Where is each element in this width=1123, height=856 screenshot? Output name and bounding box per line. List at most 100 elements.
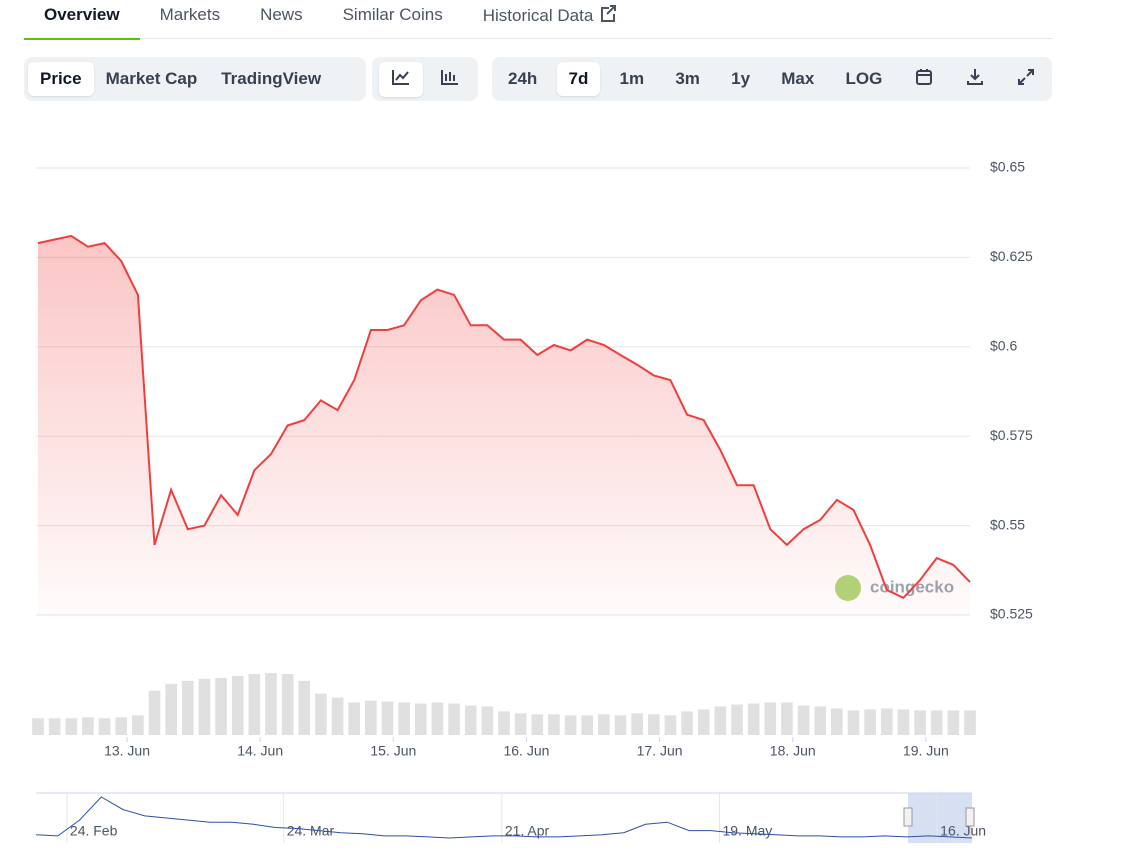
- line-icon: [391, 69, 409, 85]
- navigator-tick-label: 19. May: [722, 823, 772, 839]
- range-button[interactable]: 24h: [508, 69, 538, 88]
- volume-bar: [115, 717, 128, 735]
- volume-bar: [631, 713, 643, 735]
- volume-bar: [298, 680, 311, 735]
- volume-bar: [781, 702, 793, 735]
- tab[interactable]: Similar Coins: [342, 5, 443, 24]
- navigator-tick-label: 24. Feb: [70, 823, 118, 839]
- volume-bar: [614, 715, 627, 735]
- tab[interactable]: Overview: [24, 0, 140, 40]
- volume-bar: [48, 718, 61, 735]
- volume-bar: [431, 702, 444, 735]
- price-area: [38, 235, 970, 615]
- navigator-tick-label: 21. Apr: [505, 823, 550, 839]
- y-tick-label: $0.575: [990, 427, 1033, 443]
- y-tick-label: $0.65: [990, 159, 1025, 175]
- range-button[interactable]: 3m: [675, 69, 700, 88]
- volume-bar: [681, 711, 693, 735]
- tab[interactable]: News: [260, 5, 303, 24]
- volume-bar: [398, 702, 410, 735]
- x-tick-label: 18. Jun: [770, 743, 816, 759]
- volume-bar: [697, 709, 710, 735]
- volume-bar: [148, 690, 161, 735]
- x-tick-label: 16. Jun: [503, 743, 549, 759]
- external-icon: [601, 5, 617, 22]
- icon: [1017, 68, 1034, 85]
- volume-bar: [531, 714, 544, 735]
- navigator-line: [35, 796, 973, 839]
- x-tick-label: 13. Jun: [104, 743, 150, 759]
- volume-bar: [281, 673, 294, 735]
- volume-bar: [248, 673, 261, 735]
- volume-bar: [365, 700, 377, 735]
- volume-bar: [864, 709, 876, 735]
- volume-bar: [747, 703, 760, 735]
- price-line: [37, 234, 971, 600]
- chart-type-group: Price Market Cap TradingView: [24, 57, 366, 101]
- navigator-selection[interactable]: [908, 793, 972, 843]
- y-tick-label: $0.6: [990, 338, 1017, 354]
- navigator-tick-label: 24. Mar: [287, 823, 335, 839]
- volume-bar: [598, 714, 610, 735]
- volume-bar: [231, 675, 244, 735]
- volume-bar: [198, 678, 211, 735]
- y-tick-label: $0.625: [990, 248, 1033, 264]
- x-tick-label: 15. Jun: [370, 743, 416, 759]
- volume-bar: [165, 683, 177, 735]
- volume-bar: [880, 708, 893, 735]
- chart-type-button[interactable]: Price: [28, 62, 94, 96]
- volume-bar: [964, 710, 976, 735]
- navigator-handle[interactable]: [903, 807, 913, 827]
- volume-bar: [414, 703, 427, 735]
- volume-bar: [930, 710, 943, 735]
- volume-bar: [564, 715, 577, 735]
- volume-bar: [215, 677, 227, 735]
- tab[interactable]: Markets: [159, 5, 221, 24]
- volume-bar: [664, 715, 677, 735]
- range-button[interactable]: 1y: [731, 69, 751, 88]
- volume-bar: [831, 708, 843, 735]
- range-group: 24h 7d 1m 3m 1y Max LOG: [492, 57, 1052, 101]
- range-button[interactable]: LOG: [845, 69, 883, 88]
- candle-icon: [440, 69, 458, 85]
- x-tick-label: 14. Jun: [237, 743, 283, 759]
- volume-bar: [32, 718, 44, 735]
- volume-bar: [132, 715, 144, 735]
- x-tick-label: 19. Jun: [903, 743, 949, 759]
- volume-bar: [731, 704, 743, 735]
- chart-type-button[interactable]: TradingView: [221, 69, 322, 88]
- y-tick-label: $0.55: [990, 516, 1025, 532]
- x-tick-label: 17. Jun: [637, 743, 683, 759]
- volume-bar: [581, 715, 594, 735]
- volume-bar: [448, 703, 460, 735]
- tab-bar: Overview Markets News Similar Coins Historic…: [24, 0, 1052, 40]
- volume-bar: [514, 713, 527, 735]
- volume-bar: [481, 706, 494, 735]
- range-button[interactable]: 1m: [619, 69, 645, 88]
- volume-bar: [847, 710, 860, 735]
- y-tick-label: $0.525: [990, 606, 1033, 622]
- volume-bar: [764, 702, 777, 735]
- line-style-button[interactable]: [378, 61, 423, 97]
- chart-type-button[interactable]: Market Cap: [105, 69, 198, 88]
- navigator-handle[interactable]: [965, 807, 975, 827]
- volume-bar: [181, 680, 194, 735]
- volume-bar: [647, 714, 660, 735]
- volume-bar: [82, 717, 94, 735]
- style-group: [372, 57, 478, 101]
- fullscreen-button[interactable]: [1004, 60, 1048, 99]
- range-button[interactable]: Max: [781, 69, 815, 88]
- volume-bar: [897, 709, 910, 735]
- volume-bar: [331, 697, 344, 735]
- range-button[interactable]: 7d: [556, 62, 601, 96]
- volume-bar: [65, 718, 78, 735]
- volume-bar: [98, 718, 111, 735]
- calendar-button[interactable]: [902, 60, 946, 99]
- volume-bar: [797, 705, 810, 735]
- tab[interactable]: Historical Data: [463, 0, 638, 33]
- volume-bar: [714, 706, 727, 735]
- candle-style-button[interactable]: [428, 62, 472, 97]
- download-button[interactable]: [953, 60, 997, 99]
- volume-bar: [814, 706, 827, 735]
